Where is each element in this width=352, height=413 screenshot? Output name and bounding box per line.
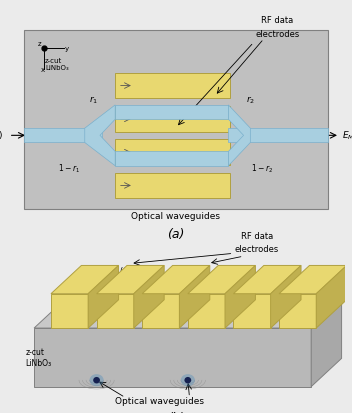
Text: (b): (b): [167, 412, 185, 413]
Text: $\psi_2(t)$: $\psi_2(t)$: [189, 265, 209, 278]
Bar: [115, 73, 230, 98]
Polygon shape: [85, 105, 115, 166]
Text: electrodes: electrodes: [255, 30, 300, 39]
Text: $r_1$: $r_1$: [89, 94, 98, 106]
Polygon shape: [279, 294, 316, 328]
Polygon shape: [188, 266, 256, 294]
Bar: [115, 173, 230, 198]
Bar: [228, 128, 328, 142]
Ellipse shape: [89, 374, 104, 386]
Polygon shape: [96, 266, 164, 294]
Polygon shape: [316, 266, 347, 328]
Text: RF data: RF data: [261, 16, 294, 25]
Ellipse shape: [181, 374, 195, 386]
Text: y: y: [65, 46, 69, 52]
Text: $E_c(t)$: $E_c(t)$: [0, 129, 4, 142]
Polygon shape: [233, 294, 271, 328]
Polygon shape: [34, 300, 341, 328]
Polygon shape: [51, 266, 119, 294]
Text: x: x: [40, 67, 45, 73]
Polygon shape: [225, 266, 256, 328]
Text: $1 - r_1$: $1 - r_1$: [58, 162, 81, 175]
Bar: [24, 128, 102, 142]
Polygon shape: [51, 294, 88, 328]
Polygon shape: [311, 300, 341, 387]
Polygon shape: [142, 294, 180, 328]
Polygon shape: [142, 266, 210, 294]
Polygon shape: [96, 294, 134, 328]
Ellipse shape: [184, 377, 191, 383]
Bar: [115, 152, 228, 166]
Text: $\psi_1(t)$: $\psi_1(t)$: [110, 265, 131, 278]
Polygon shape: [228, 105, 250, 166]
Polygon shape: [279, 266, 347, 294]
Bar: [115, 105, 228, 119]
Bar: [115, 139, 230, 165]
Text: (a): (a): [167, 228, 185, 241]
Bar: [115, 106, 230, 132]
Text: $E_{MZM}(t)$: $E_{MZM}(t)$: [342, 129, 352, 142]
Polygon shape: [34, 328, 311, 387]
Ellipse shape: [93, 377, 100, 383]
Polygon shape: [88, 266, 119, 328]
Text: electrodes: electrodes: [235, 245, 279, 254]
Text: $r_2$: $r_2$: [246, 94, 255, 106]
Polygon shape: [134, 266, 164, 328]
Text: $1 - r_2$: $1 - r_2$: [251, 162, 273, 175]
Bar: [24, 30, 328, 209]
Polygon shape: [180, 266, 210, 328]
Text: Optical waveguides: Optical waveguides: [115, 396, 203, 406]
Text: RF data: RF data: [241, 232, 273, 241]
Text: z-cut
LiNbO₃: z-cut LiNbO₃: [45, 58, 69, 71]
Text: Optical waveguides: Optical waveguides: [132, 212, 220, 221]
Text: z: z: [38, 41, 42, 47]
Polygon shape: [233, 266, 301, 294]
Polygon shape: [271, 266, 301, 328]
Polygon shape: [188, 294, 225, 328]
Text: z-cut
LiNbO₃: z-cut LiNbO₃: [26, 348, 52, 368]
